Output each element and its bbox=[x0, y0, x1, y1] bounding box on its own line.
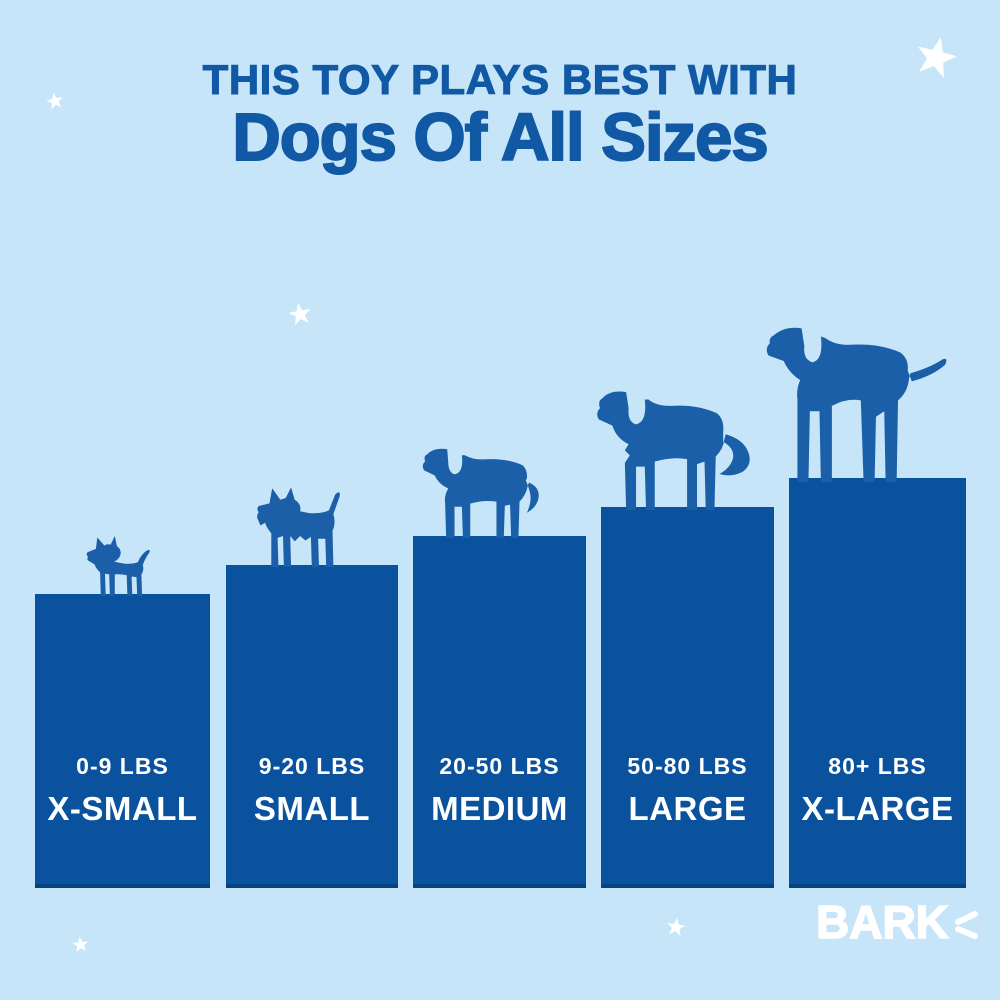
size-label: SMALL bbox=[253, 790, 371, 827]
pointer-icon bbox=[766, 327, 947, 482]
size-label: X-SMALL bbox=[47, 790, 198, 827]
page-title: Dogs Of All Sizes bbox=[231, 99, 769, 176]
scottish-terrier-icon bbox=[257, 487, 340, 567]
weight-range-label: 9-20 LBS bbox=[258, 753, 366, 779]
star-icon bbox=[46, 92, 63, 110]
bark-logo-text: BARK bbox=[815, 896, 949, 948]
weight-range-label: 0-9 LBS bbox=[76, 753, 169, 779]
weight-range-label: 50-80 LBS bbox=[627, 753, 748, 779]
size-bar-x-small: 0-9 LBS X-SMALL bbox=[35, 594, 210, 888]
bark-logo: BARK bbox=[815, 896, 978, 948]
star-icon bbox=[667, 917, 686, 937]
weight-range-label: 20-50 LBS bbox=[439, 753, 560, 779]
weight-range-label: 80+ LBS bbox=[828, 753, 927, 779]
size-bar-large: 50-80 LBS LARGE bbox=[601, 507, 774, 888]
star-icon bbox=[288, 303, 311, 326]
chihuahua-icon bbox=[86, 536, 150, 596]
size-label: MEDIUM bbox=[431, 790, 568, 827]
size-bar-x-large: 80+ LBS X-LARGE bbox=[789, 478, 966, 888]
size-label: LARGE bbox=[628, 790, 747, 827]
star-icon bbox=[917, 37, 958, 79]
golden-retriever-icon bbox=[597, 391, 750, 510]
labrador-icon bbox=[422, 448, 539, 538]
size-label: X-LARGE bbox=[801, 790, 954, 827]
bark-sound-marks-icon bbox=[954, 911, 978, 939]
size-bar-medium: 20-50 LBS MEDIUM bbox=[413, 536, 586, 888]
size-bar-small: 9-20 LBS SMALL bbox=[226, 565, 398, 888]
kicker-text: THIS TOY PLAYS BEST WITH bbox=[202, 56, 798, 104]
star-icon bbox=[72, 936, 89, 953]
